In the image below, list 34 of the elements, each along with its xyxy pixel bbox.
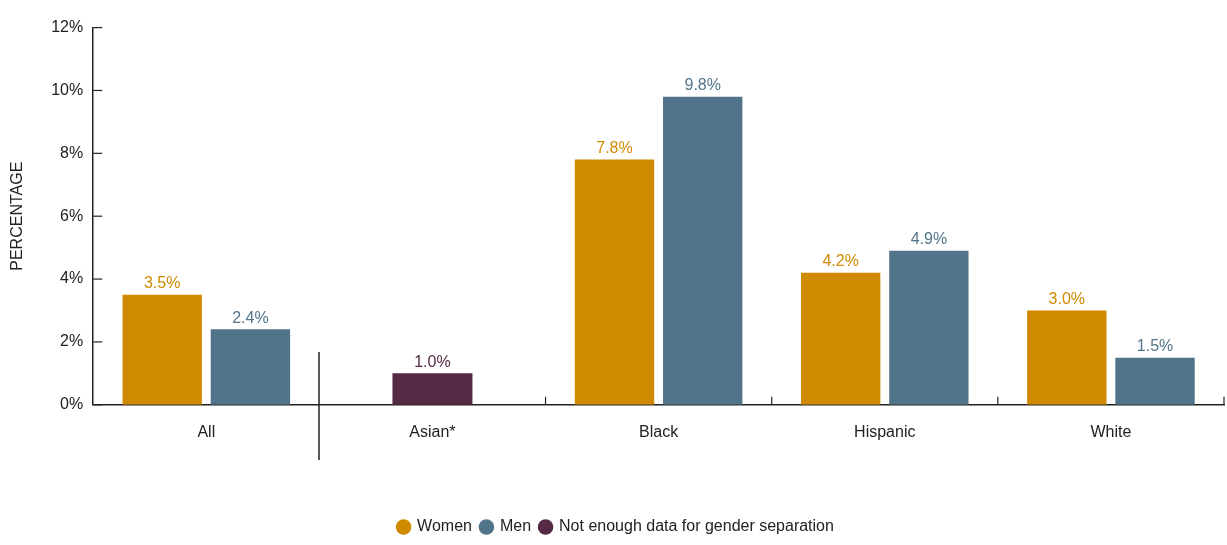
data-label: 1.0% [414, 352, 451, 370]
y-axis-title: PERCENTAGE [8, 161, 26, 271]
data-label: 3.0% [1048, 289, 1086, 307]
legend-label: Men [499, 517, 532, 535]
y-tick-label: 4% [60, 269, 84, 287]
bar [392, 373, 473, 405]
bar [1027, 310, 1107, 405]
bar [210, 329, 291, 405]
bar [122, 294, 202, 405]
x-tick-label: Hispanic [854, 422, 916, 440]
legend-label: Not enough data for gender separation [559, 517, 834, 535]
x-tick-label: All [197, 422, 216, 440]
x-tick-label: Black [639, 422, 680, 440]
y-tick-label: 10% [51, 80, 84, 98]
data-label: 7.8% [596, 139, 633, 157]
y-tick-label: 0% [60, 395, 84, 413]
x-tick-label: Asian* [409, 422, 456, 440]
y-tick-label: 8% [60, 143, 84, 161]
bar [1115, 357, 1195, 405]
x-tick-label: White [1090, 422, 1132, 440]
data-label: 1.5% [1136, 337, 1174, 355]
y-tick-label: 6% [60, 206, 84, 224]
y-tick-label: 12% [51, 18, 84, 36]
data-label: 2.4% [232, 308, 269, 326]
data-label: 4.9% [910, 230, 948, 248]
data-label: 3.5% [143, 274, 181, 292]
bar [663, 96, 743, 405]
y-tick-label: 2% [60, 332, 84, 350]
bar [800, 272, 881, 405]
bar [889, 250, 969, 405]
data-label: 4.2% [822, 252, 859, 270]
bar [574, 159, 655, 405]
legend-label: Women [417, 517, 472, 535]
data-label: 9.8% [684, 76, 721, 94]
